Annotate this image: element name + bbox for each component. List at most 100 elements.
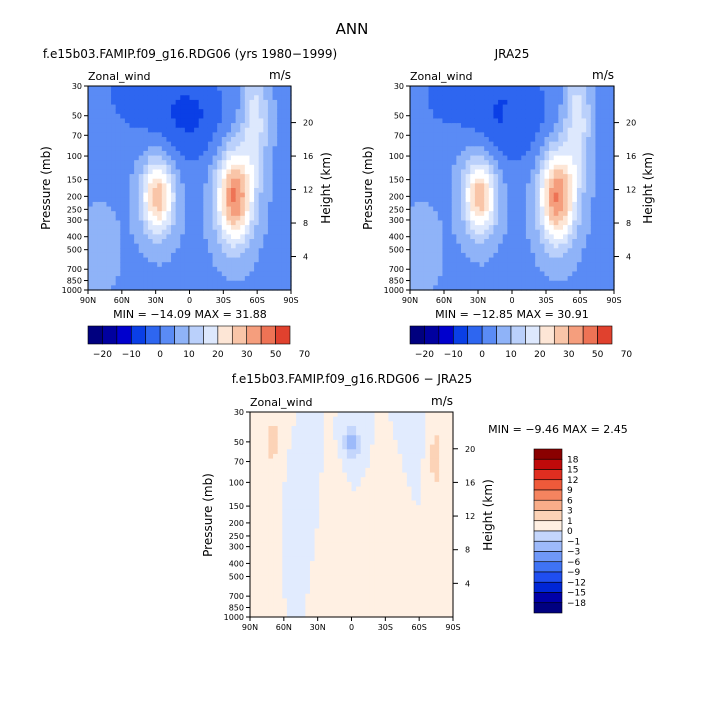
field-cell — [175, 252, 181, 259]
field-cell — [157, 123, 163, 129]
field-cell — [240, 234, 246, 240]
field-cell — [493, 123, 499, 129]
field-cell — [456, 252, 462, 259]
field-cell — [254, 188, 260, 194]
field-cell — [465, 243, 471, 249]
field-cell — [535, 137, 541, 143]
field-cell — [277, 197, 283, 203]
field-cell — [175, 285, 181, 291]
field-cell — [442, 174, 448, 180]
field-cell — [333, 523, 339, 530]
field-cell — [600, 95, 606, 101]
field-cell — [609, 280, 615, 286]
field-cell — [576, 104, 583, 110]
field-cell — [180, 206, 186, 212]
field-cell — [291, 435, 297, 441]
field-cell — [544, 113, 550, 120]
field-cell — [147, 229, 154, 235]
field-cell — [572, 109, 578, 115]
field-cell — [124, 141, 131, 147]
field-cell — [166, 132, 172, 138]
field-cell — [323, 593, 330, 599]
field-cell — [498, 95, 504, 101]
field-cell — [337, 449, 343, 455]
field-cell — [198, 266, 204, 273]
field-cell — [451, 86, 457, 92]
field-cell — [319, 603, 325, 609]
field-cell — [604, 127, 610, 133]
height-tick-label: 8 — [303, 219, 308, 228]
field-cell — [586, 266, 592, 273]
field-cell — [558, 104, 564, 110]
field-cell — [272, 164, 278, 171]
field-cell — [171, 206, 177, 212]
field-cell — [474, 160, 481, 166]
field-cell — [600, 215, 606, 222]
field-cell — [553, 211, 559, 217]
field-cell — [447, 160, 453, 166]
field-cell — [479, 252, 485, 259]
field-cell — [314, 430, 320, 436]
field-cell — [433, 243, 439, 249]
field-cell — [414, 123, 420, 129]
field-cell — [272, 280, 278, 286]
field-cell — [493, 239, 499, 245]
field-cell — [544, 252, 550, 259]
field-cell — [414, 86, 420, 92]
field-cell — [563, 169, 569, 175]
field-cell — [286, 486, 293, 492]
field-cell — [101, 215, 108, 222]
field-cell — [277, 183, 283, 189]
field-cell — [217, 197, 223, 203]
field-cell — [516, 280, 522, 286]
field-cell — [277, 132, 283, 138]
field-cell — [171, 95, 177, 101]
field-cell — [539, 99, 546, 106]
field-cell — [171, 178, 177, 184]
field-cell — [194, 248, 200, 254]
field-cell — [166, 197, 172, 203]
field-cell — [305, 430, 311, 436]
field-cell — [111, 160, 117, 166]
field-cell — [590, 229, 597, 235]
field-cell — [217, 183, 223, 189]
field-cell — [286, 421, 293, 427]
field-cell — [484, 155, 490, 161]
field-cell — [300, 575, 306, 581]
field-cell — [305, 598, 311, 604]
field-cell — [194, 137, 200, 143]
field-cell — [498, 229, 504, 235]
field-cell — [314, 486, 320, 492]
field-cell — [175, 137, 181, 143]
field-cell — [442, 192, 448, 198]
field-cell — [493, 150, 499, 157]
field-cell — [470, 262, 476, 268]
field-cell — [189, 276, 195, 282]
field-cell — [512, 211, 518, 217]
field-cell — [437, 178, 444, 184]
field-cell — [337, 523, 343, 530]
colorbar-swatch — [568, 325, 584, 345]
field-cell — [600, 188, 606, 194]
field-cell — [576, 188, 583, 194]
field-cell — [207, 164, 214, 171]
field-cell — [296, 523, 302, 530]
field-cell — [502, 211, 508, 217]
field-cell — [217, 280, 223, 286]
field-cell — [470, 174, 476, 180]
field-cell — [502, 183, 508, 189]
field-cell — [549, 90, 555, 96]
field-cell — [461, 229, 467, 235]
field-cell — [553, 174, 559, 180]
field-cell — [586, 234, 592, 240]
field-cell — [111, 257, 117, 263]
field-cell — [521, 188, 527, 194]
field-cell — [498, 266, 504, 273]
field-cell — [576, 243, 583, 249]
field-cell — [447, 280, 453, 286]
field-cell — [337, 435, 343, 441]
field-cell — [161, 150, 168, 157]
field-cell — [143, 229, 149, 235]
field-cell — [194, 141, 200, 147]
field-cell — [147, 118, 154, 124]
